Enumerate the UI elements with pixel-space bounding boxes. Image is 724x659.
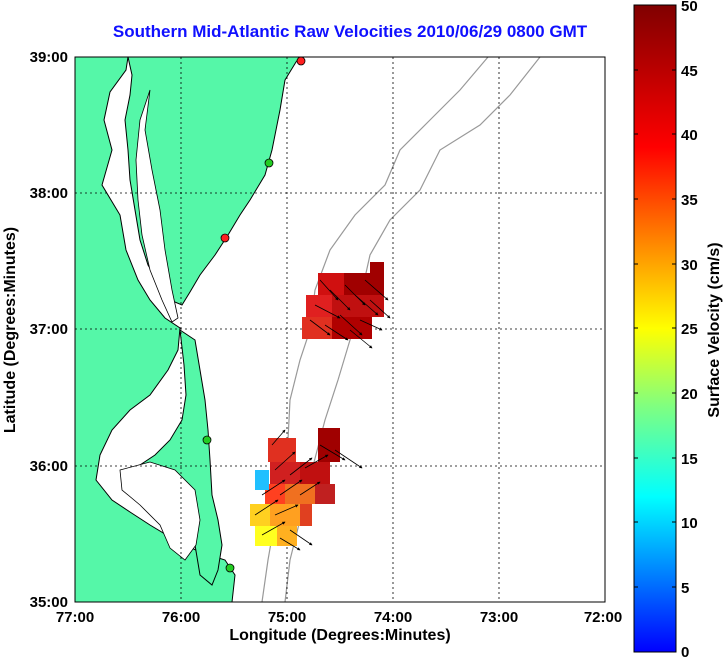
station-green-1 [264,158,274,168]
pamlico-sound [119,461,201,561]
y-tick-0: 39:00 [30,49,68,66]
x-tick-5: 72:00 [584,609,622,626]
cb-tick-15: 15 [681,451,698,468]
cb-tick-50: 50 [681,0,698,15]
land-delmarva [124,57,301,306]
velocity-field-north [302,262,391,349]
station-green-4 [225,563,235,573]
colorbar [633,4,677,653]
cb-tick-5: 5 [681,580,689,597]
colorbar-ticks [634,4,676,588]
station-red-2 [220,233,230,243]
x-tick-2: 75:00 [268,609,306,626]
y-tick-2: 37:00 [30,321,68,338]
cb-tick-25: 25 [681,321,698,338]
x-axis-title: Longitude (Degrees:Minutes) [229,627,450,644]
y-tick-labels: 39:00 38:00 37:00 36:00 35:00 [30,49,68,611]
grid-lines [75,57,605,602]
colorbar-title: Surface Velocity (cm/s) [706,242,723,417]
x-tick-4: 73:00 [480,609,518,626]
x-tick-1: 76:00 [162,609,200,626]
cb-tick-30: 30 [681,257,698,274]
plot-frame [74,56,606,603]
chesapeake-bay [135,89,179,323]
map-title: Southern Mid-Atlantic Raw Velocities 201… [112,22,588,41]
y-axis-title: Latitude (Degrees:Minutes) [2,227,19,433]
x-tick-3: 74:00 [374,609,412,626]
cb-tick-40: 40 [681,127,698,144]
cb-tick-0: 0 [681,644,689,659]
cb-tick-35: 35 [681,192,698,209]
y-tick-3: 36:00 [30,458,68,475]
cb-tick-10: 10 [681,515,698,532]
x-tick-0: 77:00 [56,609,94,626]
cb-tick-20: 20 [681,386,698,403]
velocity-field-south [250,428,363,551]
station-north-red [296,57,306,66]
cb-tick-45: 45 [681,63,698,80]
y-tick-1: 38:00 [30,185,68,202]
station-green-3 [202,435,212,445]
y-tick-4: 35:00 [30,594,68,611]
colorbar-tick-labels: 50 45 40 35 30 25 20 15 10 5 0 [681,0,698,659]
x-tick-labels: 77:00 76:00 75:00 74:00 73:00 72:00 [56,609,622,626]
